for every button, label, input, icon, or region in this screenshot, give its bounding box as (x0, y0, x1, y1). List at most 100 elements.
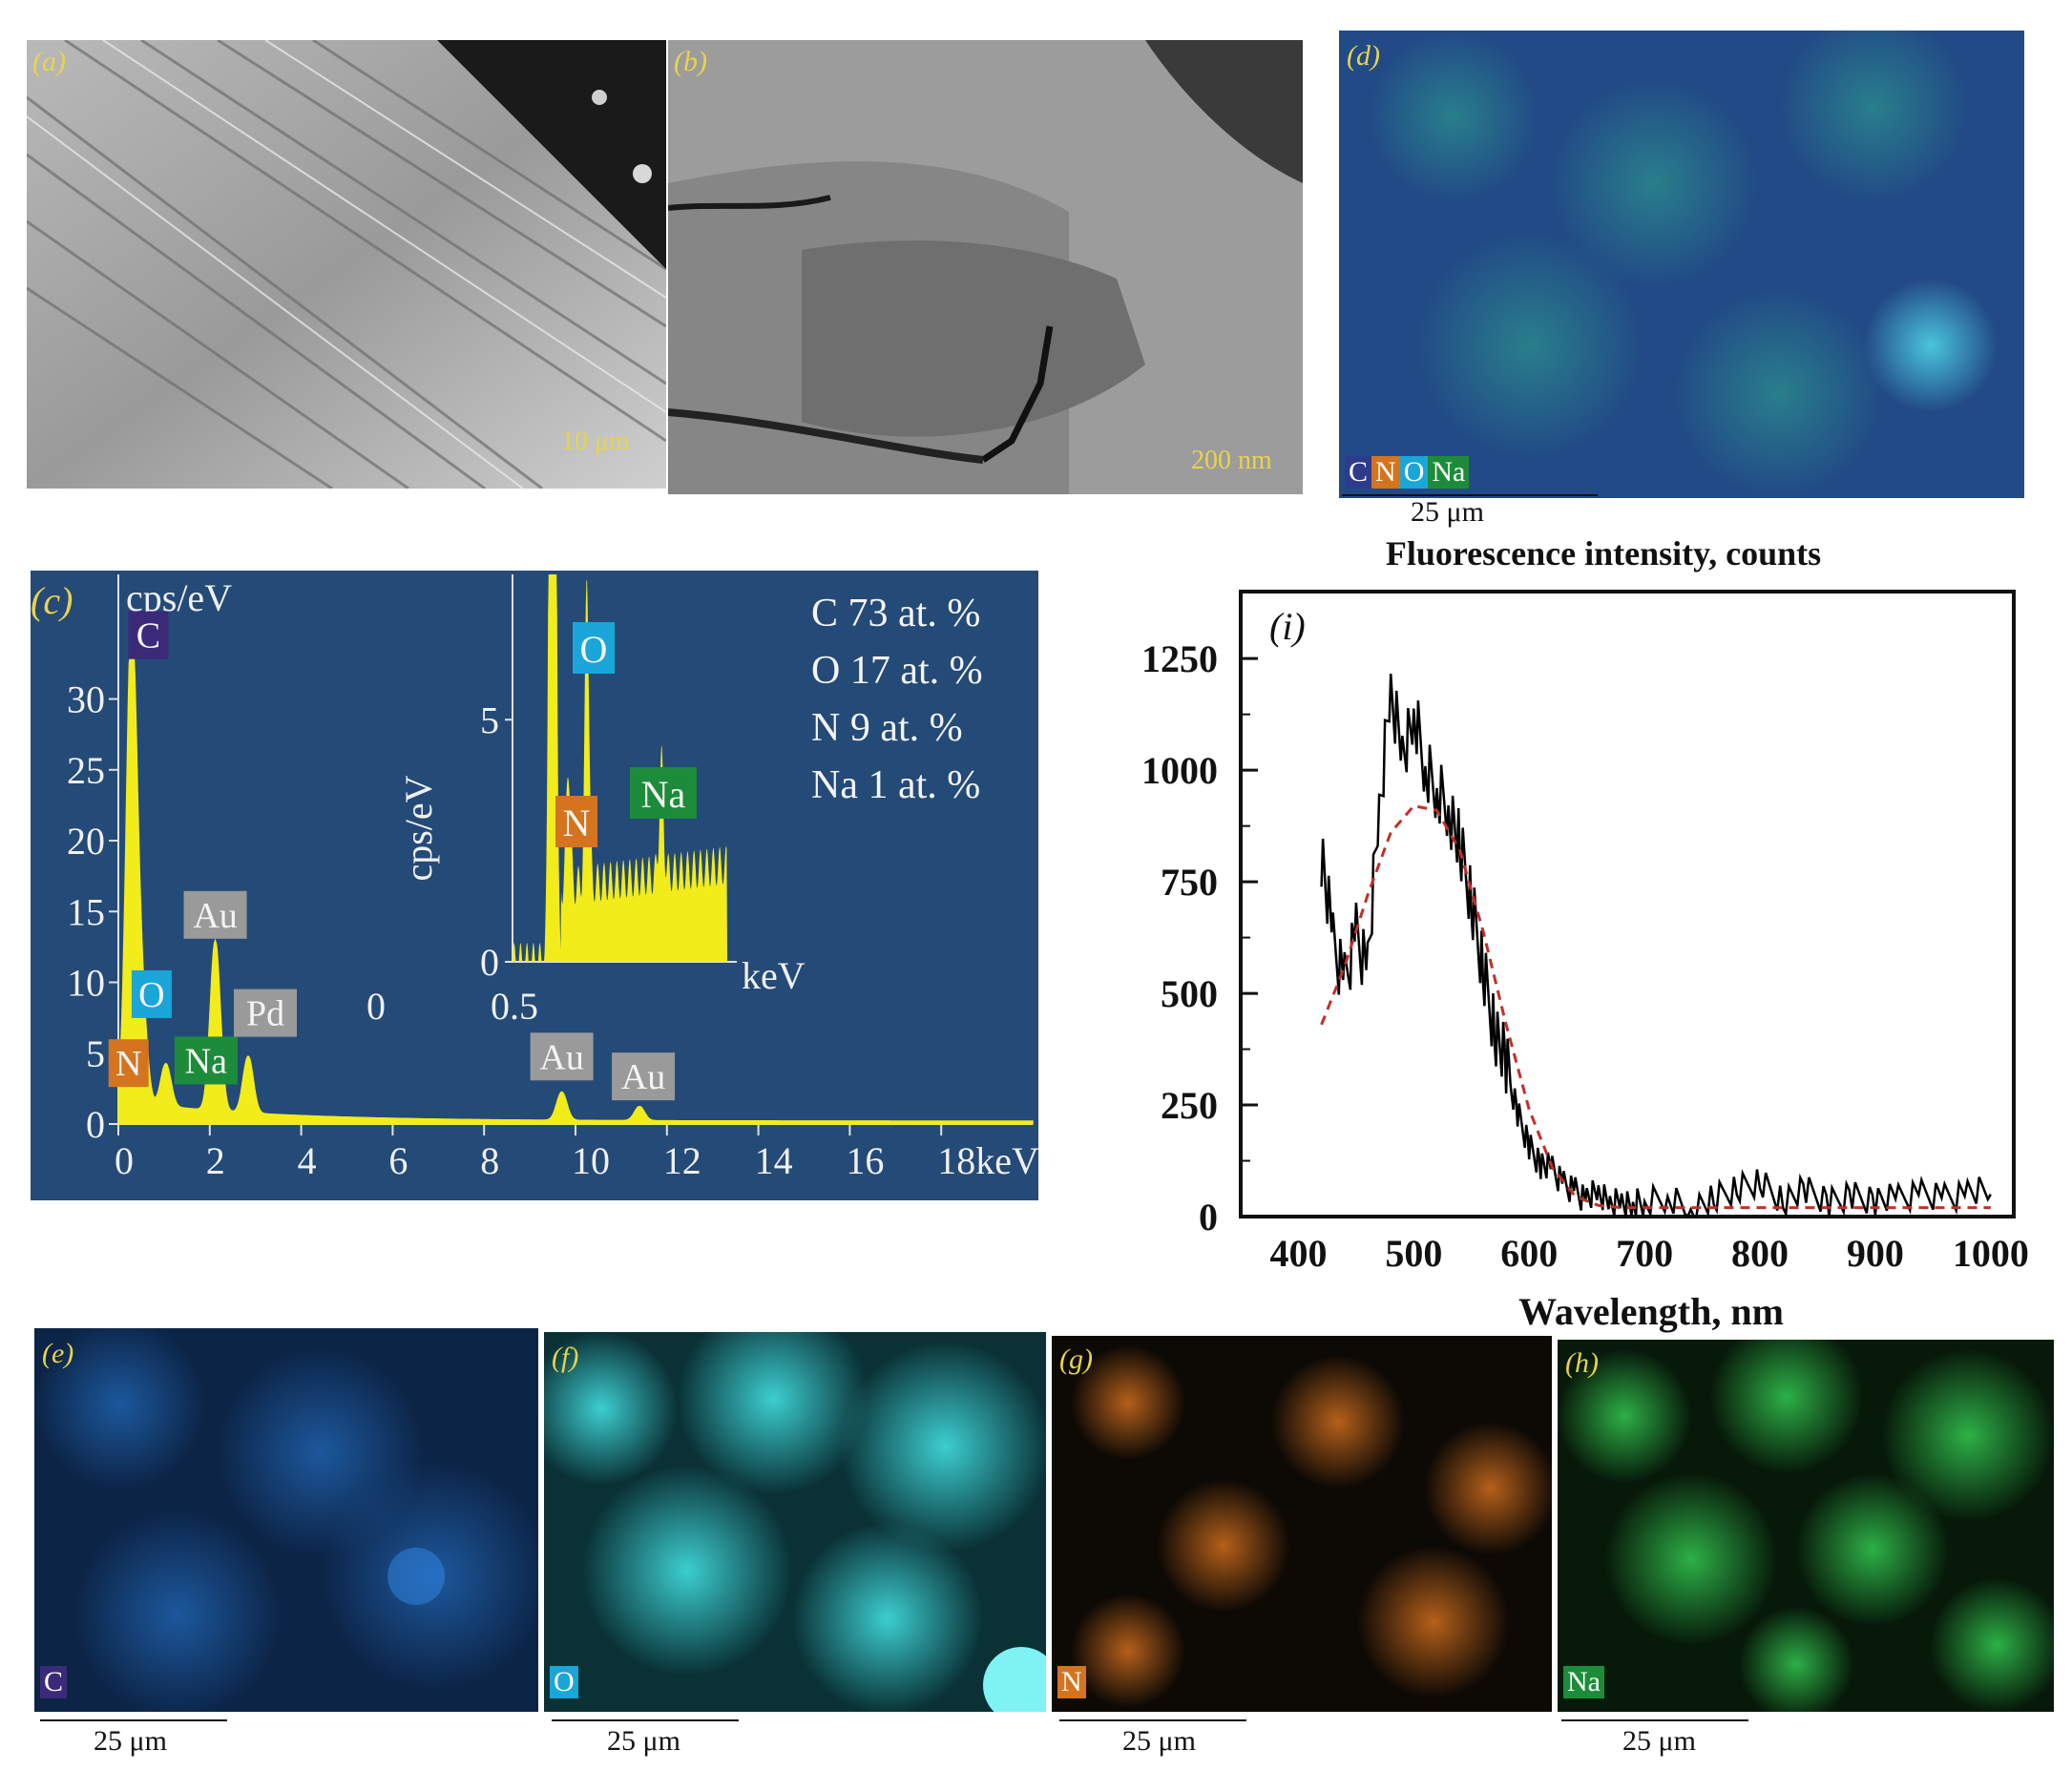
panel-label-h: (h) (1565, 1347, 1599, 1379)
eds-peak-badge-text: Au (621, 1057, 665, 1097)
element-badge-c: C (40, 1666, 68, 1698)
pl-chart-title: Fluorescence intensity, counts (1386, 534, 1821, 573)
scale-bar-g (1059, 1719, 1246, 1721)
eds-y-tick-label: 25 (67, 749, 105, 792)
eds-peak-label-c: C (128, 611, 169, 659)
sem-texture-a (27, 40, 666, 489)
eds-peak-badge (612, 1052, 676, 1101)
sem-image-a: (a) 10 μm (27, 40, 666, 489)
scale-label-e: 25 μm (94, 1725, 167, 1757)
inset-peak-badge-text: Na (641, 773, 686, 816)
element-badge-o: O (550, 1666, 578, 1698)
eds-peak-badge-text: Na (185, 1041, 227, 1081)
element-badge-na: Na (1563, 1666, 1604, 1698)
panel-label-f: (f) (552, 1342, 579, 1373)
pl-x-tick-label: 800 (1731, 1232, 1789, 1275)
inset-spectrum-area (513, 574, 727, 962)
eds-x-tick-label: 14 (755, 1139, 793, 1182)
map-texture-h (1558, 1340, 2054, 1712)
pl-y-tick-label: 0 (1199, 1196, 1218, 1239)
sem-texture-b (668, 40, 1303, 494)
eds-peak-badge (128, 611, 169, 659)
eds-x-tick-label: 6 (388, 1139, 408, 1182)
eds-peak-badge (234, 989, 298, 1037)
scale-label-h: 25 μm (1622, 1725, 1696, 1757)
inset-peak-badge (630, 767, 697, 819)
eds-overlay-map-d: (d) C N O Na (1339, 31, 2024, 498)
scale-bar-f (552, 1719, 739, 1721)
inset-y-axis-title: cps/eV (397, 775, 440, 881)
element-badge-n: N (1057, 1666, 1086, 1698)
legend-c: C (1345, 456, 1372, 489)
eds-peak-badge (174, 1036, 238, 1085)
eds-x-tick-label: 8 (480, 1139, 499, 1182)
scale-label-d: 25 μm (1411, 496, 1484, 528)
inset-y-tick-label: 5 (480, 698, 499, 741)
pl-x-tick-label: 1000 (1953, 1232, 2029, 1275)
pl-x-tick-label: 500 (1385, 1232, 1442, 1275)
pl-x-axis-title: Wavelength, nm (1518, 1290, 1784, 1333)
inset-peak-label-na: Na (630, 767, 697, 819)
scale-label-f: 25 μm (607, 1725, 680, 1757)
eds-y-tick-label: 0 (86, 1103, 105, 1146)
eds-y-tick-label: 20 (67, 820, 105, 863)
eds-x-tick-label: 0 (115, 1139, 134, 1182)
eds-peak-label-au: Au (183, 890, 247, 939)
inset-peak-badge (555, 796, 597, 847)
pl-x-tick-label: 900 (1847, 1232, 1904, 1275)
eds-x-tick-label: 16 (846, 1139, 884, 1182)
eds-peak-badge (131, 969, 172, 1018)
pl-y-tick-label: 750 (1161, 861, 1218, 904)
eds-peak-badge (183, 890, 247, 939)
eds-peak-badge-text: O (138, 975, 164, 1015)
map-texture-g (1052, 1336, 1552, 1712)
eds-peak-label-o: O (131, 969, 172, 1018)
eds-peak-badge (108, 1039, 149, 1088)
map-texture-f (544, 1332, 1046, 1712)
pl-x-tick-label: 400 (1269, 1232, 1327, 1275)
composition-line: N 9 at. % (811, 706, 963, 750)
inset-x-unit: keV (742, 954, 806, 997)
eds-peak-badge-text: C (136, 616, 160, 656)
eds-peak-label-pd: Pd (234, 989, 298, 1037)
pl-y-tick-label: 1000 (1141, 749, 1218, 792)
panel-label-e: (e) (42, 1338, 74, 1369)
legend-n: N (1371, 456, 1400, 489)
eds-peak-label-n: N (108, 1039, 149, 1088)
composition-line: C 73 at. % (811, 592, 980, 635)
scale-label-g: 25 μm (1122, 1725, 1196, 1757)
scale-bar-h (1561, 1719, 1748, 1721)
composition-line: Na 1 at. % (811, 763, 980, 807)
map-texture-e (34, 1328, 538, 1712)
element-legend-d: C N O Na (1345, 456, 1470, 489)
eds-peak-badge-text: Au (539, 1037, 583, 1077)
eds-x-tick-label: 2 (206, 1139, 225, 1182)
pl-y-tick-label: 1250 (1141, 637, 1218, 680)
composition-line: O 17 at. % (811, 649, 983, 693)
eds-spectrum-c: 0 5 10 15 20 25 30 0 2 4 6 8 10 12 14 16 18keV cps/eV C N O N… (31, 571, 1038, 1200)
sem-image-b: (b) 200 nm (668, 40, 1303, 494)
pl-y-tick-label: 500 (1161, 972, 1218, 1015)
eds-peak-badge-text: Au (193, 896, 237, 936)
eds-x-tick-label: 12 (663, 1139, 701, 1182)
eds-peak-badge-text: Pd (246, 994, 284, 1034)
pl-fit-series (1320, 803, 1991, 1210)
inset-peak-badge-text: O (580, 628, 608, 671)
scale-bar-d (1342, 494, 1598, 496)
pl-plot-frame (1239, 590, 2016, 1218)
eds-y-tick-label: 10 (67, 962, 105, 1005)
scale-bar-e (40, 1719, 227, 1721)
eds-x-tick-label: 4 (298, 1139, 317, 1182)
inset-peak-badge (573, 622, 615, 674)
panel-label-g: (g) (1059, 1343, 1093, 1375)
eds-peak-label-au: Au (612, 1052, 676, 1101)
panel-label-c: (c) (31, 579, 73, 622)
element-map-g: (g) N (1052, 1336, 1552, 1712)
eds-x-tick-label: 18keV (937, 1139, 1038, 1182)
pl-chart: Fluorescence intensity, counts (i) 0 250 500… (1141, 534, 2029, 1333)
eds-peak-badge-text: N (115, 1044, 141, 1084)
eds-peak-label-au: Au (530, 1032, 594, 1081)
eds-y-tick-label: 5 (86, 1032, 105, 1075)
pl-spectrum-i: Fluorescence intensity, counts (i) 0 250 500… (1098, 523, 2042, 1343)
inset-y-tick-label: 0 (480, 941, 499, 984)
